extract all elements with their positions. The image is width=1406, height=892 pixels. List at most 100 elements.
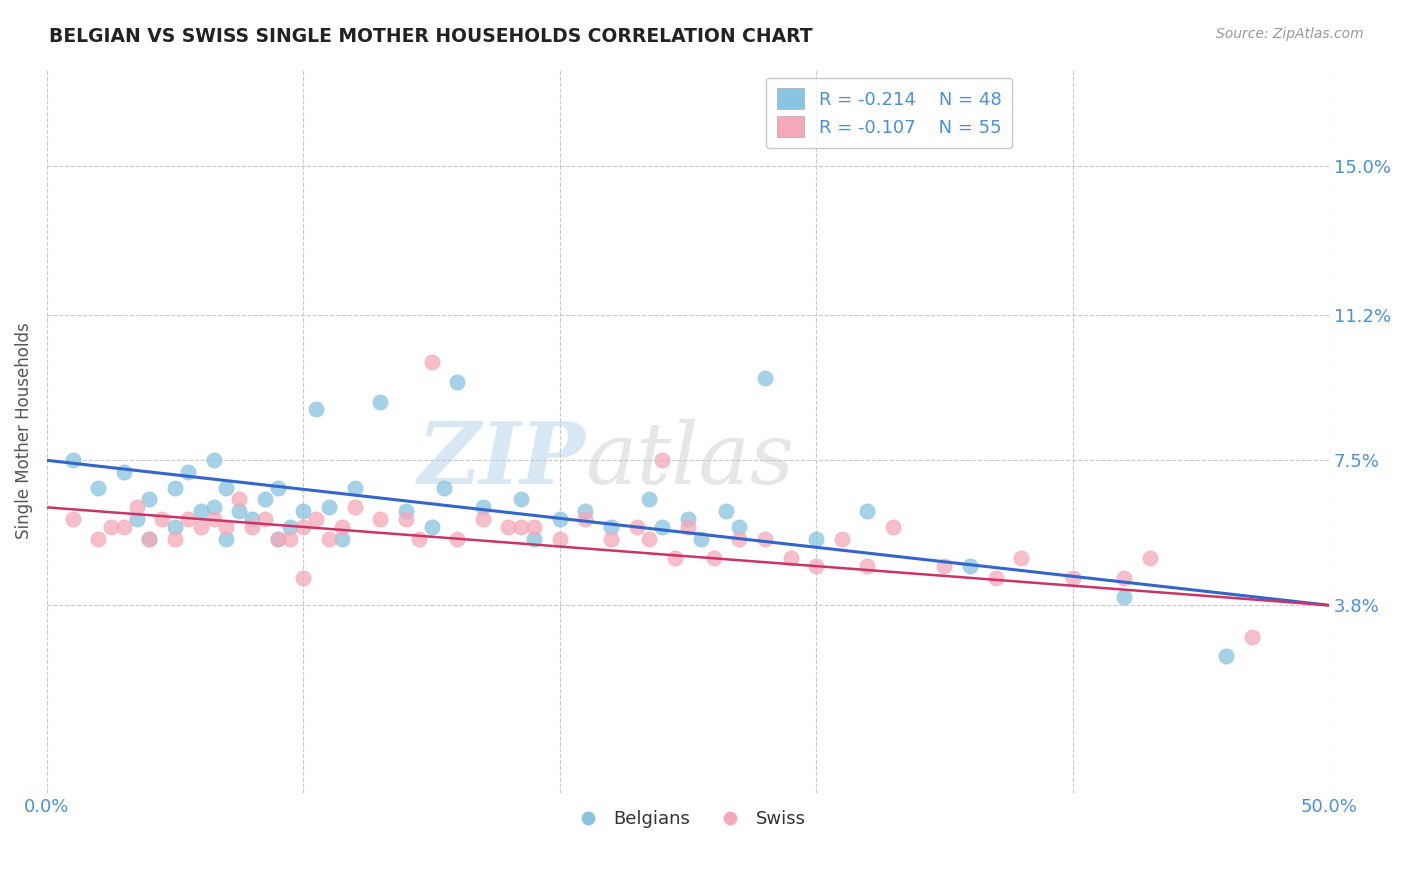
Point <box>626 520 648 534</box>
Point <box>882 520 904 534</box>
Point <box>165 481 187 495</box>
Point <box>240 520 263 534</box>
Point <box>138 492 160 507</box>
Point <box>202 512 225 526</box>
Point <box>716 504 738 518</box>
Point <box>305 402 328 417</box>
Point <box>100 520 122 534</box>
Point <box>292 571 315 585</box>
Point <box>87 532 110 546</box>
Point <box>676 512 699 526</box>
Point <box>138 532 160 546</box>
Point <box>420 520 443 534</box>
Point <box>510 520 533 534</box>
Point <box>433 481 456 495</box>
Point <box>703 551 725 566</box>
Point <box>959 559 981 574</box>
Point <box>548 512 571 526</box>
Point <box>112 465 135 479</box>
Point <box>138 532 160 546</box>
Point <box>498 520 520 534</box>
Point <box>215 481 238 495</box>
Point <box>215 532 238 546</box>
Point <box>368 512 391 526</box>
Point <box>330 520 353 534</box>
Point <box>343 500 366 515</box>
Point <box>228 504 250 518</box>
Point <box>638 532 661 546</box>
Point <box>446 532 468 546</box>
Text: atlas: atlas <box>585 418 794 501</box>
Point <box>215 520 238 534</box>
Point <box>574 512 596 526</box>
Point <box>638 492 661 507</box>
Point <box>523 532 546 546</box>
Point <box>305 512 328 526</box>
Point <box>600 532 623 546</box>
Text: BELGIAN VS SWISS SINGLE MOTHER HOUSEHOLDS CORRELATION CHART: BELGIAN VS SWISS SINGLE MOTHER HOUSEHOLD… <box>49 27 813 45</box>
Point <box>856 559 879 574</box>
Point <box>471 512 494 526</box>
Point <box>177 512 200 526</box>
Point <box>395 512 418 526</box>
Point <box>408 532 430 546</box>
Point <box>125 500 148 515</box>
Point <box>190 504 212 518</box>
Point <box>1062 571 1084 585</box>
Point <box>165 520 187 534</box>
Point <box>280 520 302 534</box>
Point <box>754 371 776 385</box>
Point <box>574 504 596 518</box>
Point <box>420 355 443 369</box>
Point <box>190 520 212 534</box>
Point <box>548 532 571 546</box>
Text: ZIP: ZIP <box>418 418 585 501</box>
Point <box>62 453 84 467</box>
Point <box>831 532 853 546</box>
Point <box>510 492 533 507</box>
Point <box>292 504 315 518</box>
Legend: Belgians, Swiss: Belgians, Swiss <box>564 803 813 835</box>
Point <box>779 551 801 566</box>
Point <box>1241 630 1264 644</box>
Point <box>177 465 200 479</box>
Point <box>651 520 673 534</box>
Point <box>395 504 418 518</box>
Point <box>266 481 288 495</box>
Text: Source: ZipAtlas.com: Source: ZipAtlas.com <box>1216 27 1364 41</box>
Point <box>600 520 623 534</box>
Point <box>523 520 546 534</box>
Point <box>125 512 148 526</box>
Point <box>266 532 288 546</box>
Point <box>984 571 1007 585</box>
Point <box>202 500 225 515</box>
Point <box>112 520 135 534</box>
Point <box>1139 551 1161 566</box>
Point <box>368 394 391 409</box>
Point <box>446 375 468 389</box>
Point <box>292 520 315 534</box>
Point <box>165 532 187 546</box>
Point <box>1112 571 1135 585</box>
Point <box>1215 649 1237 664</box>
Point <box>87 481 110 495</box>
Point <box>202 453 225 467</box>
Point <box>676 520 699 534</box>
Point <box>689 532 711 546</box>
Point <box>228 492 250 507</box>
Point <box>934 559 956 574</box>
Point <box>280 532 302 546</box>
Point <box>240 512 263 526</box>
Point <box>856 504 879 518</box>
Point <box>343 481 366 495</box>
Point <box>1112 591 1135 605</box>
Point <box>754 532 776 546</box>
Y-axis label: Single Mother Households: Single Mother Households <box>15 323 32 540</box>
Point <box>728 532 751 546</box>
Point <box>150 512 173 526</box>
Point <box>804 532 827 546</box>
Point <box>804 559 827 574</box>
Point <box>330 532 353 546</box>
Point <box>318 500 340 515</box>
Point <box>253 492 276 507</box>
